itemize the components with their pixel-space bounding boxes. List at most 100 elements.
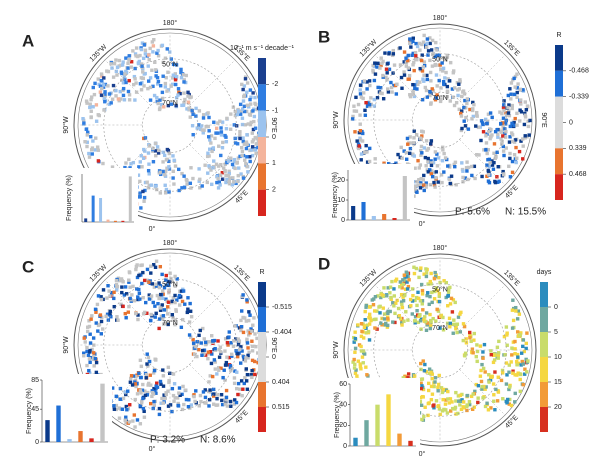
map-label: 90°E — [540, 112, 548, 128]
map-cell — [198, 186, 202, 190]
map-cell — [147, 280, 151, 284]
map-cell — [154, 259, 159, 263]
map-cell — [245, 337, 249, 342]
map-cell — [398, 46, 402, 50]
map-cell — [164, 76, 168, 80]
map-cell — [439, 86, 443, 90]
map-cell — [491, 382, 496, 386]
map-cell — [413, 188, 418, 192]
map-cell — [429, 172, 434, 176]
map-cell — [122, 293, 127, 297]
map-cell — [412, 68, 416, 73]
map-cell — [94, 136, 98, 140]
map-cell — [411, 39, 415, 44]
map-cell — [456, 93, 460, 98]
map-cell — [203, 340, 208, 345]
map-cell — [430, 372, 434, 376]
map-cell — [134, 384, 138, 389]
map-cell — [121, 88, 125, 93]
map-cell — [358, 136, 362, 140]
map-cell — [141, 156, 146, 161]
map-cell — [428, 318, 433, 323]
map-cell — [138, 53, 142, 58]
colorbar-swatch — [258, 137, 266, 164]
map-cell — [211, 394, 216, 398]
map-cell — [484, 385, 488, 389]
map-cell — [512, 92, 517, 97]
map-cell — [474, 382, 478, 387]
map-cell — [89, 135, 93, 139]
map-cell — [227, 335, 231, 339]
map-cell — [452, 162, 456, 167]
map-cell — [209, 361, 214, 366]
map-cell — [354, 109, 359, 113]
map-cell — [368, 305, 372, 309]
map-cell — [224, 140, 229, 144]
map-cell — [461, 169, 465, 173]
map-cell — [443, 76, 447, 80]
map-cell — [128, 296, 132, 301]
map-cell — [140, 64, 144, 68]
map-cell — [524, 346, 528, 351]
map-cell — [181, 384, 185, 389]
map-cell — [203, 401, 207, 405]
map-cell — [367, 315, 371, 320]
map-cell — [208, 350, 213, 354]
histogram-bar — [106, 219, 110, 222]
map-cell — [452, 318, 456, 322]
map-cell — [255, 336, 259, 341]
map-cell — [365, 323, 370, 327]
map-cell — [493, 156, 498, 161]
map-cell — [153, 315, 157, 319]
map-cell — [448, 60, 453, 65]
map-cell — [166, 312, 170, 316]
map-cell — [249, 327, 253, 331]
map-cell — [217, 355, 222, 359]
map-cell — [449, 296, 454, 301]
map-cell — [177, 386, 182, 390]
map-cell — [218, 183, 222, 187]
map-cell — [129, 376, 133, 381]
map-cell — [135, 392, 140, 396]
map-cell — [404, 60, 409, 65]
map-cell — [353, 336, 358, 341]
map-cell — [92, 364, 96, 368]
map-cell — [112, 404, 116, 408]
map-cell — [501, 144, 505, 149]
map-cell — [167, 290, 171, 295]
map-cell — [207, 135, 211, 139]
map-cell — [245, 298, 249, 302]
map-cell — [153, 389, 157, 394]
map-cell — [428, 36, 432, 40]
map-cell — [224, 135, 228, 139]
map-cell — [375, 309, 379, 313]
map-cell — [462, 105, 466, 110]
map-cell — [419, 181, 423, 185]
map-cell — [242, 93, 247, 97]
map-cell — [392, 63, 397, 67]
map-cell — [246, 356, 250, 360]
map-cell — [97, 113, 102, 118]
map-cell — [420, 134, 424, 138]
map-cell — [235, 386, 239, 391]
map-cell — [405, 136, 410, 141]
map-cell — [238, 130, 242, 134]
map-cell — [461, 405, 465, 409]
map-cell — [241, 387, 245, 391]
map-cell — [399, 282, 404, 286]
map-cell — [439, 97, 443, 101]
map-cell — [92, 92, 97, 97]
map-cell — [213, 346, 217, 351]
map-cell — [428, 294, 432, 299]
map-cell — [122, 98, 127, 102]
map-cell — [364, 331, 369, 335]
map-cell — [394, 161, 398, 165]
map-cell — [87, 155, 92, 159]
map-cell — [416, 82, 420, 87]
map-cell — [420, 302, 424, 306]
map-cell — [419, 176, 423, 181]
map-cell — [250, 349, 255, 353]
map-cell — [170, 299, 174, 304]
map-cell — [158, 284, 163, 288]
map-cell — [514, 309, 518, 313]
